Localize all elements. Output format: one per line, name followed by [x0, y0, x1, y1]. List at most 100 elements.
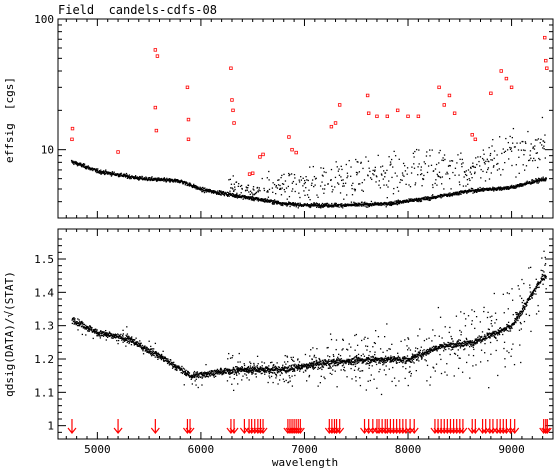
- data-point: [181, 365, 183, 368]
- data-point: [241, 366, 243, 368]
- data-point: [226, 370, 229, 372]
- outlier-point: [185, 85, 190, 90]
- data-point: [322, 206, 324, 209]
- data-point: [469, 340, 471, 342]
- data-point: [455, 191, 457, 194]
- data-point: [261, 367, 264, 370]
- data-point: [386, 197, 388, 199]
- data-point: [487, 168, 489, 171]
- data-point: [316, 194, 318, 196]
- data-point: [372, 169, 374, 172]
- data-point: [79, 164, 82, 166]
- data-point: [122, 334, 124, 337]
- data-point: [271, 201, 274, 204]
- data-point: [499, 186, 502, 188]
- data-point: [530, 294, 533, 296]
- data-point: [199, 376, 202, 378]
- data-point: [203, 191, 206, 194]
- data-point: [365, 359, 368, 361]
- data-point: [462, 185, 465, 187]
- data-point: [512, 186, 514, 188]
- data-point: [235, 196, 238, 198]
- data-point: [354, 202, 356, 204]
- data-point: [211, 190, 213, 192]
- data-point: [197, 186, 199, 189]
- data-point: [114, 333, 117, 335]
- data-point: [184, 370, 186, 373]
- data-point: [426, 198, 429, 200]
- data-point: [253, 200, 255, 202]
- data-point: [370, 203, 372, 205]
- data-point: [360, 205, 363, 207]
- data-point: [103, 170, 105, 172]
- data-point: [513, 146, 516, 148]
- data-point: [464, 173, 467, 176]
- data-point: [352, 204, 355, 206]
- data-point: [306, 194, 309, 196]
- top-y-axis-label: effsig [cgs]: [3, 77, 16, 163]
- data-point: [86, 330, 89, 332]
- data-point: [392, 193, 395, 195]
- data-point: [129, 340, 131, 342]
- data-point: [345, 360, 347, 362]
- data-point: [273, 203, 275, 205]
- data-point: [131, 339, 133, 341]
- data-point: [148, 351, 151, 354]
- data-point: [328, 364, 330, 367]
- data-point: [479, 190, 481, 192]
- data-point: [399, 358, 402, 360]
- data-point: [335, 360, 337, 363]
- data-point: [82, 165, 85, 167]
- data-point: [468, 341, 470, 343]
- data-point: [497, 188, 499, 191]
- data-point: [82, 327, 85, 329]
- data-point: [333, 362, 335, 365]
- data-point: [268, 188, 271, 191]
- data-point: [392, 358, 395, 360]
- data-point: [137, 345, 140, 347]
- data-point: [451, 343, 453, 346]
- data-point: [312, 204, 314, 206]
- data-point: [261, 200, 264, 202]
- data-point: [409, 186, 412, 188]
- data-point: [232, 371, 234, 373]
- data-point: [383, 359, 386, 361]
- data-point: [494, 330, 496, 333]
- data-point: [490, 159, 492, 161]
- data-point: [417, 351, 420, 353]
- data-point: [293, 202, 295, 205]
- data-point: [467, 183, 469, 185]
- data-point: [509, 146, 511, 149]
- data-point: [271, 369, 273, 371]
- data-point: [278, 366, 281, 368]
- data-point: [196, 187, 198, 189]
- data-point: [174, 365, 176, 367]
- data-point: [288, 201, 291, 204]
- data-point: [277, 370, 280, 373]
- data-point: [428, 199, 430, 202]
- data-point: [167, 359, 169, 361]
- data-point: [82, 322, 84, 324]
- data-point: [420, 169, 422, 171]
- data-point: [344, 203, 346, 205]
- data-point: [492, 331, 495, 334]
- data-point: [470, 187, 473, 190]
- data-point: [537, 182, 539, 184]
- data-point: [538, 180, 540, 182]
- data-point: [265, 366, 267, 368]
- data-point: [253, 366, 256, 368]
- data-point: [165, 178, 167, 181]
- data-point: [285, 203, 288, 206]
- data-point: [427, 197, 429, 199]
- data-point: [513, 323, 515, 325]
- bottom-black-points: [71, 250, 547, 396]
- data-point: [422, 352, 425, 354]
- data-point: [143, 177, 146, 179]
- data-point: [368, 204, 370, 207]
- data-point: [252, 372, 254, 374]
- data-point: [345, 362, 347, 365]
- data-point: [144, 179, 146, 181]
- data-point: [448, 345, 450, 347]
- data-point: [368, 203, 370, 205]
- data-point: [282, 183, 285, 185]
